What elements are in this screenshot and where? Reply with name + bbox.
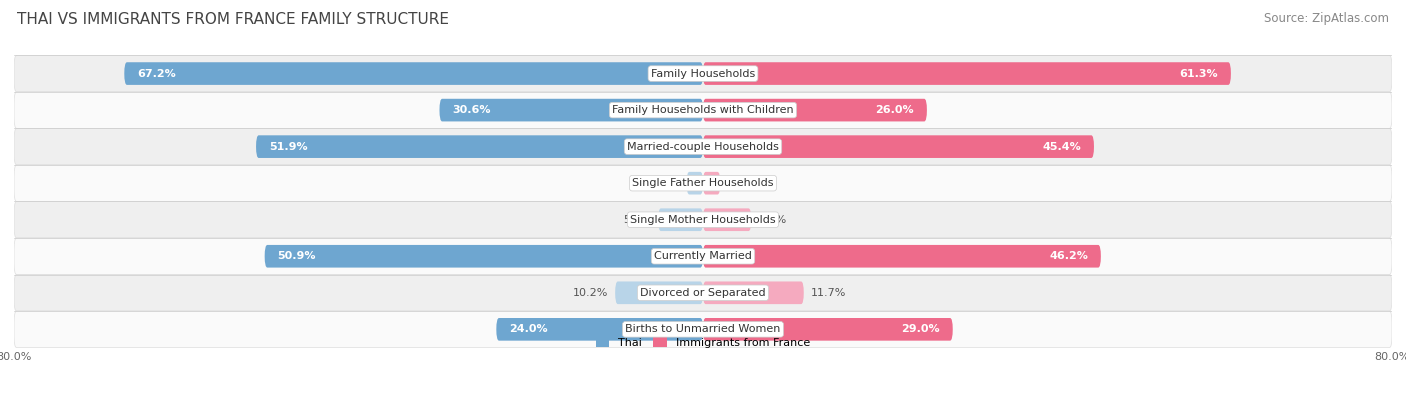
Text: 29.0%: 29.0%: [901, 324, 939, 334]
FancyBboxPatch shape: [658, 209, 703, 231]
Text: 1.9%: 1.9%: [651, 178, 679, 188]
Text: Married-couple Households: Married-couple Households: [627, 142, 779, 152]
Legend: Thai, Immigrants from France: Thai, Immigrants from France: [596, 337, 810, 348]
Text: 5.6%: 5.6%: [758, 215, 786, 225]
FancyBboxPatch shape: [703, 245, 1101, 267]
FancyBboxPatch shape: [14, 238, 1392, 275]
Text: THAI VS IMMIGRANTS FROM FRANCE FAMILY STRUCTURE: THAI VS IMMIGRANTS FROM FRANCE FAMILY ST…: [17, 12, 449, 27]
FancyBboxPatch shape: [703, 62, 1230, 85]
Text: 45.4%: 45.4%: [1042, 142, 1081, 152]
Text: 2.0%: 2.0%: [727, 178, 755, 188]
FancyBboxPatch shape: [686, 172, 703, 194]
Text: 46.2%: 46.2%: [1049, 251, 1088, 261]
FancyBboxPatch shape: [703, 99, 927, 121]
FancyBboxPatch shape: [703, 282, 804, 304]
FancyBboxPatch shape: [703, 172, 720, 194]
Text: 50.9%: 50.9%: [277, 251, 316, 261]
Text: Currently Married: Currently Married: [654, 251, 752, 261]
Text: 67.2%: 67.2%: [138, 69, 176, 79]
FancyBboxPatch shape: [264, 245, 703, 267]
FancyBboxPatch shape: [14, 275, 1392, 311]
Text: 51.9%: 51.9%: [269, 142, 308, 152]
FancyBboxPatch shape: [703, 135, 1094, 158]
Text: 24.0%: 24.0%: [509, 324, 548, 334]
Text: Family Households with Children: Family Households with Children: [612, 105, 794, 115]
Text: 30.6%: 30.6%: [453, 105, 491, 115]
Text: 5.2%: 5.2%: [623, 215, 651, 225]
FancyBboxPatch shape: [124, 62, 703, 85]
Text: Family Households: Family Households: [651, 69, 755, 79]
Text: Divorced or Separated: Divorced or Separated: [640, 288, 766, 298]
FancyBboxPatch shape: [14, 92, 1392, 128]
Text: Single Father Households: Single Father Households: [633, 178, 773, 188]
Text: 26.0%: 26.0%: [876, 105, 914, 115]
Text: Source: ZipAtlas.com: Source: ZipAtlas.com: [1264, 12, 1389, 25]
FancyBboxPatch shape: [14, 201, 1392, 238]
FancyBboxPatch shape: [496, 318, 703, 340]
FancyBboxPatch shape: [14, 311, 1392, 348]
Text: 61.3%: 61.3%: [1180, 69, 1218, 79]
Text: 11.7%: 11.7%: [811, 288, 846, 298]
FancyBboxPatch shape: [14, 55, 1392, 92]
FancyBboxPatch shape: [440, 99, 703, 121]
Text: Single Mother Households: Single Mother Households: [630, 215, 776, 225]
FancyBboxPatch shape: [14, 165, 1392, 201]
FancyBboxPatch shape: [14, 128, 1392, 165]
FancyBboxPatch shape: [703, 209, 751, 231]
FancyBboxPatch shape: [616, 282, 703, 304]
Text: 10.2%: 10.2%: [572, 288, 609, 298]
Text: Births to Unmarried Women: Births to Unmarried Women: [626, 324, 780, 334]
FancyBboxPatch shape: [256, 135, 703, 158]
FancyBboxPatch shape: [703, 318, 953, 340]
